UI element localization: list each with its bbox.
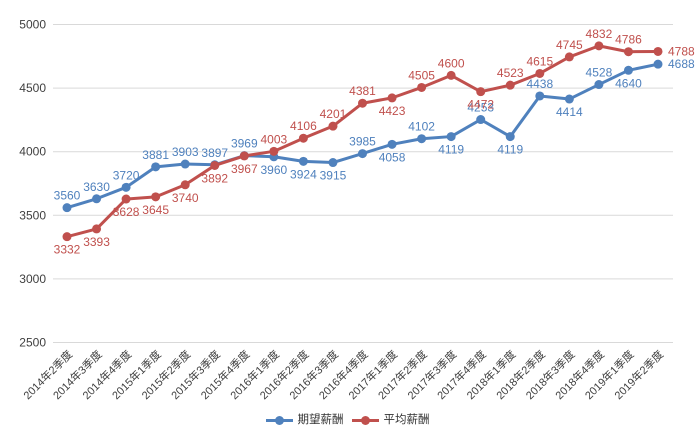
y-tick-label: 3000 xyxy=(19,272,46,286)
legend-item-average-salary: 平均薪酬 xyxy=(351,414,430,427)
data-label: 3630 xyxy=(83,180,110,194)
series-marker xyxy=(92,224,102,234)
data-label: 4381 xyxy=(349,84,376,98)
series-marker xyxy=(328,158,338,168)
series-marker xyxy=(387,93,397,103)
series-marker xyxy=(269,146,279,156)
y-tick-label: 3500 xyxy=(19,208,46,222)
series-marker xyxy=(476,87,486,97)
data-label: 4615 xyxy=(526,54,553,68)
data-label: 4640 xyxy=(615,76,642,90)
y-tick-label: 2500 xyxy=(19,336,46,350)
data-label: 3915 xyxy=(320,169,347,183)
data-label: 3960 xyxy=(260,163,287,177)
data-label: 4600 xyxy=(438,56,465,70)
data-label: 3740 xyxy=(172,191,199,205)
data-label: 3924 xyxy=(290,167,317,181)
data-label: 3332 xyxy=(54,243,81,257)
data-label: 4414 xyxy=(556,105,583,119)
data-label: 4119 xyxy=(497,143,523,157)
data-label: 3969 xyxy=(231,137,258,151)
y-tick-label: 4000 xyxy=(19,145,46,159)
series-marker xyxy=(239,151,249,161)
data-label: 4832 xyxy=(586,27,613,41)
data-label: 4505 xyxy=(408,68,435,82)
series-marker xyxy=(535,68,545,78)
x-tick-label: 2019年2季度 xyxy=(611,347,666,402)
data-label: 4745 xyxy=(556,38,583,52)
legend-label-average-salary: 平均薪酬 xyxy=(383,414,430,426)
series-marker xyxy=(594,41,604,51)
series-marker xyxy=(180,159,190,169)
series-marker xyxy=(298,156,308,166)
series-marker xyxy=(417,134,427,144)
series-marker xyxy=(623,65,633,75)
series-marker xyxy=(564,94,574,104)
data-label: 3628 xyxy=(113,205,140,219)
series-marker xyxy=(594,80,604,90)
series-marker xyxy=(121,194,131,204)
data-label: 4472 xyxy=(467,98,494,112)
series-marker xyxy=(180,180,190,190)
series-marker xyxy=(653,46,663,56)
series-marker xyxy=(62,232,72,242)
data-label: 3897 xyxy=(201,146,228,160)
data-label: 4102 xyxy=(408,120,435,134)
series-marker xyxy=(446,70,456,80)
y-tick-label: 5000 xyxy=(19,18,46,32)
data-label: 4786 xyxy=(615,33,642,47)
series-marker xyxy=(564,52,574,62)
legend-line-marker-red-icon xyxy=(351,415,379,425)
data-label: 4201 xyxy=(320,107,347,121)
series-marker xyxy=(505,132,515,142)
series-marker xyxy=(62,203,72,213)
series-marker xyxy=(328,121,338,131)
series-marker xyxy=(358,149,367,159)
data-label: 3892 xyxy=(201,171,228,185)
series-marker xyxy=(623,47,633,57)
data-label: 3393 xyxy=(83,235,110,249)
data-label: 4528 xyxy=(586,66,613,80)
data-label: 3881 xyxy=(142,148,169,162)
series-marker xyxy=(387,139,397,149)
data-label: 4688 xyxy=(668,57,695,71)
data-label: 3903 xyxy=(172,145,199,159)
series-marker xyxy=(417,82,427,92)
data-label: 3560 xyxy=(54,189,81,203)
series-marker xyxy=(358,98,367,108)
chart-legend: 期望薪酬 平均薪酬 xyxy=(0,414,695,427)
series-marker xyxy=(476,115,486,125)
series-marker xyxy=(446,132,456,142)
data-label: 4438 xyxy=(526,77,553,91)
y-tick-label: 4500 xyxy=(19,81,46,95)
series-marker xyxy=(505,80,515,90)
data-label: 3985 xyxy=(349,135,376,149)
data-label: 4003 xyxy=(260,132,287,146)
series-marker xyxy=(92,194,102,204)
series-marker xyxy=(535,91,545,101)
legend-line-marker-blue-icon xyxy=(265,415,293,425)
data-label: 4119 xyxy=(438,143,464,157)
data-label: 4788 xyxy=(668,44,695,58)
data-label: 4523 xyxy=(497,66,524,80)
series-marker xyxy=(121,182,131,192)
data-label: 3720 xyxy=(113,168,140,182)
series-marker xyxy=(151,162,161,172)
data-label: 3645 xyxy=(142,203,169,217)
data-label: 4423 xyxy=(379,104,406,118)
data-label: 4106 xyxy=(290,119,317,133)
legend-label-expected-salary: 期望薪酬 xyxy=(297,414,344,426)
series-marker xyxy=(298,133,308,143)
data-label: 4058 xyxy=(379,150,406,164)
series-marker xyxy=(653,59,663,69)
data-label: 4253 xyxy=(467,101,494,115)
series-marker xyxy=(151,192,161,202)
legend-item-expected-salary: 期望薪酬 xyxy=(265,414,344,427)
series-marker xyxy=(210,160,220,170)
data-label: 3967 xyxy=(231,162,258,176)
